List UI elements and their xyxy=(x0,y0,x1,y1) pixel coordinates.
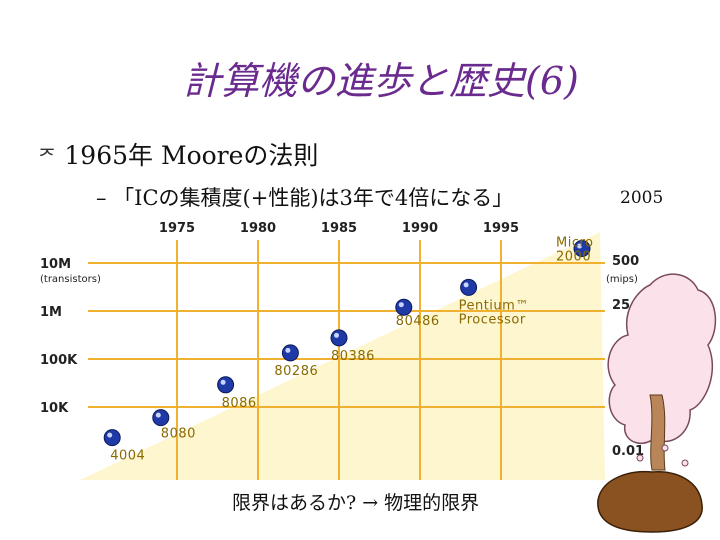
point-5 xyxy=(395,298,413,316)
y-right-axis-unit: (mips) xyxy=(606,274,638,285)
point-label-6: Pentium™ xyxy=(459,298,529,313)
point-label-7: Micro xyxy=(556,236,594,251)
y-left-tick-3: 10K xyxy=(40,401,69,416)
bullet-icon: ᅎ xyxy=(38,145,57,169)
x-tick-1990: 1990 xyxy=(402,221,438,236)
tree-trunk xyxy=(649,394,666,471)
point-3 xyxy=(281,344,299,362)
petal-1 xyxy=(661,444,669,452)
y-left-tick-0: 10M xyxy=(40,257,71,272)
bullet-text: 1965年 Mooreの法則 xyxy=(64,141,319,170)
slide-title: 計算機の進歩と歴史(6) xyxy=(183,59,579,103)
chart-ticks: 1975 1980 1985 1990 1995 10M 1M 100K 10K (transis… xyxy=(40,221,644,459)
point-4 xyxy=(330,329,348,347)
point-label-6-b: Processor xyxy=(459,312,526,327)
y-left-tick-2: 100K xyxy=(40,353,78,368)
x-tick-1985: 1985 xyxy=(321,221,357,236)
petal-3 xyxy=(636,454,644,462)
point-highlight-5 xyxy=(398,302,404,308)
bottom-text: 限界はあるか? → 物理的限界 xyxy=(232,492,480,514)
point-label-3: 80286 xyxy=(274,364,318,379)
point-1 xyxy=(152,409,170,427)
tree-pot xyxy=(597,470,703,533)
y-left-tick-1: 1M xyxy=(40,305,62,320)
point-label-7-b: 2000 xyxy=(556,250,591,265)
cherry-tree-illustration xyxy=(597,273,717,533)
point-highlight-4 xyxy=(334,332,339,338)
point-label-1: 8080 xyxy=(161,427,196,442)
point-label-2: 8086 xyxy=(222,396,257,411)
point-highlight-7 xyxy=(577,243,582,249)
point-highlight-0 xyxy=(107,432,113,438)
x-tick-1975: 1975 xyxy=(159,221,195,236)
point-label-5: 80486 xyxy=(396,314,440,329)
year-note: 2005 xyxy=(620,188,664,208)
point-highlight-1 xyxy=(155,412,161,418)
chart-points: 4004 8080 8086 80286 80386 80486 Pentium™Proce… xyxy=(103,236,594,464)
y-right-tick-0: 500 xyxy=(612,254,639,269)
point-6 xyxy=(460,278,478,296)
y-right-tick-1: 25 xyxy=(612,298,630,313)
x-tick-1980: 1980 xyxy=(240,221,276,236)
petal-2 xyxy=(681,459,689,467)
point-highlight-2 xyxy=(220,379,226,385)
x-tick-1995: 1995 xyxy=(483,221,519,236)
point-highlight-3 xyxy=(285,347,291,353)
y-left-axis-unit: (transistors) xyxy=(40,274,101,285)
point-label-0: 4004 xyxy=(110,449,145,464)
y-right-tick-4: 0.01 xyxy=(612,444,644,459)
point-label-4: 80386 xyxy=(331,349,375,364)
point-highlight-6 xyxy=(463,282,469,288)
sub-bullet-ic-density: – 「ICの集積度(+性能)は3年で4倍になる」 xyxy=(96,186,514,210)
point-0 xyxy=(103,429,121,447)
chart-grid xyxy=(88,240,605,480)
point-2 xyxy=(217,376,235,394)
bullet-moores-law: ᅎ 1965年 Mooreの法則 xyxy=(38,136,318,172)
